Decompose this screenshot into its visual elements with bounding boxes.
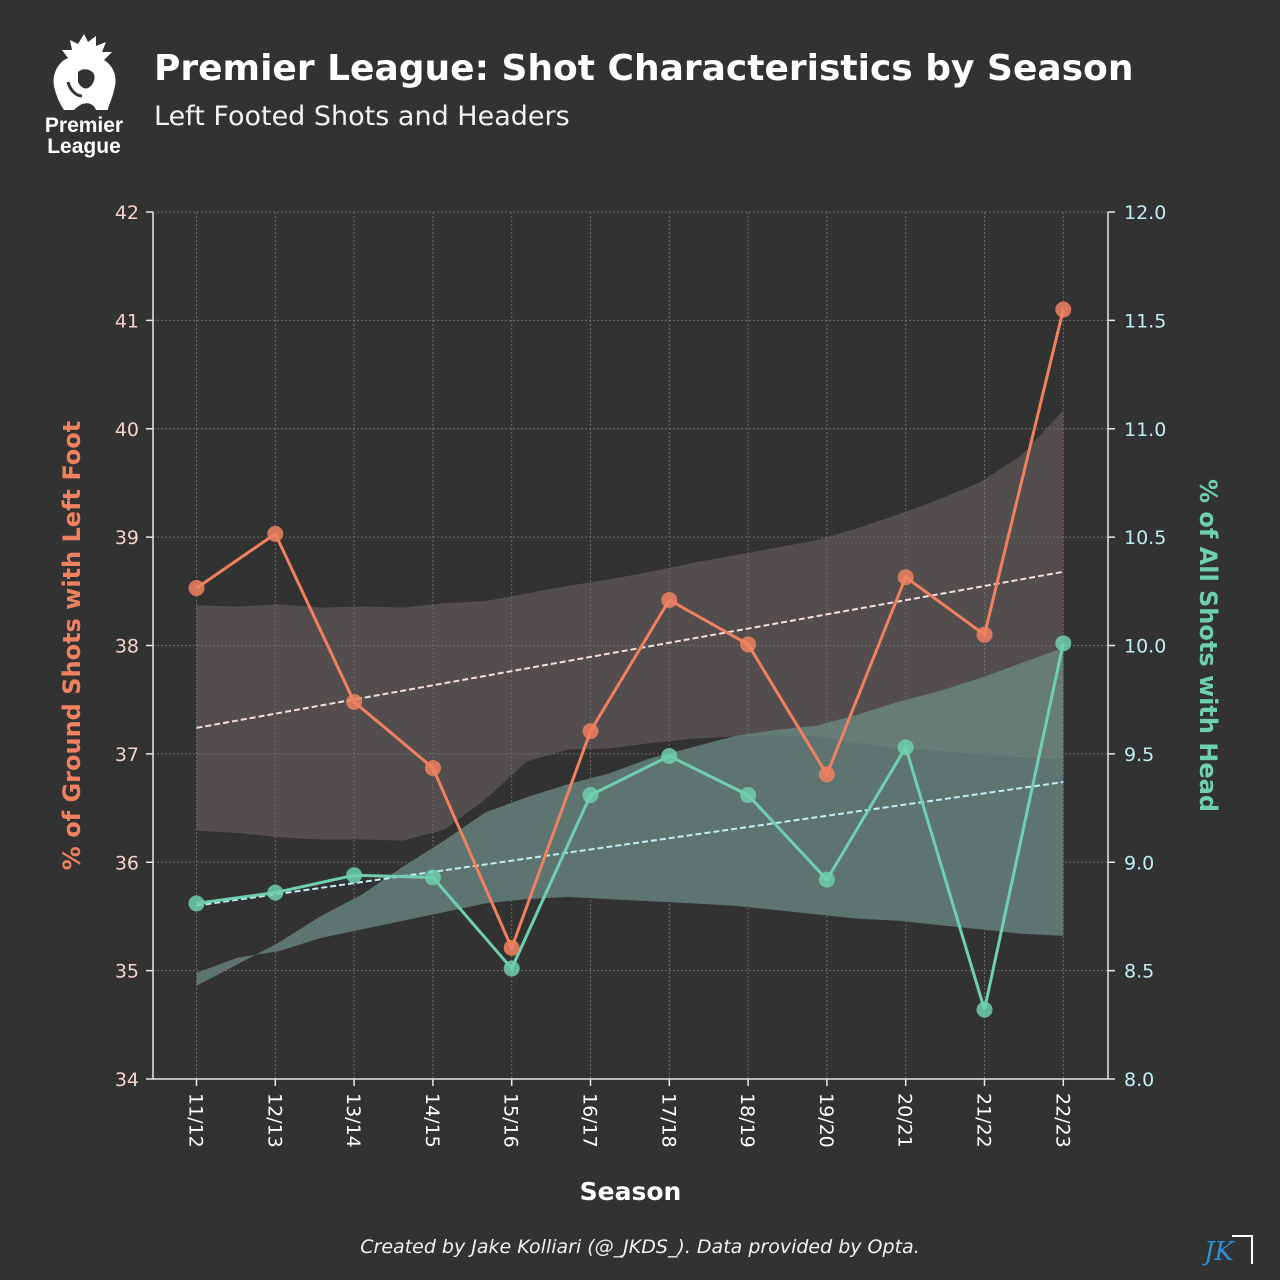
y-right-tick-label: 10.5: [1124, 527, 1166, 549]
credit-footer: Created by Jake Kolliari (@_JKDS_). Data…: [360, 1236, 920, 1258]
y-right-tick-label: 11.5: [1124, 310, 1166, 332]
y-right-tick-label: 8.5: [1124, 961, 1154, 983]
right-series-point: [1055, 635, 1072, 652]
right-trend-line: [196, 781, 1064, 907]
y-right-tick-label: 9.0: [1124, 852, 1154, 874]
grid: [153, 211, 1108, 1080]
x-tick-label: 18/19: [736, 1093, 758, 1148]
y-right-tick-label: 8.0: [1124, 1069, 1154, 1091]
data-series: [188, 301, 1072, 1018]
chart-title: Premier League: Shot Characteristics by …: [154, 48, 1134, 89]
left-series-point: [582, 723, 599, 740]
x-tick-label: 15/16: [500, 1093, 522, 1148]
y-left-tick-label: 40: [115, 419, 139, 441]
x-tick-label: 19/20: [815, 1093, 837, 1148]
left-series-point: [897, 569, 914, 586]
right-series-point: [346, 867, 363, 884]
y-left-tick-label: 42: [115, 202, 139, 224]
left-trend-line: [196, 570, 1064, 729]
y-left-tick-label: 35: [115, 961, 139, 983]
x-tick-label: 12/13: [263, 1093, 285, 1148]
y-right-tick-label: 12.0: [1124, 202, 1166, 224]
right-series-point: [976, 1001, 993, 1018]
x-axis-label: Season: [580, 1177, 682, 1206]
left-series-point: [188, 580, 205, 597]
x-tick-label: 17/18: [657, 1093, 679, 1148]
left-series-point: [740, 636, 757, 653]
left-series-point: [818, 766, 835, 783]
y-right-tick-label: 9.5: [1124, 744, 1154, 766]
right-series-point: [424, 869, 441, 886]
left-series-point: [267, 525, 284, 542]
y-left-tick-label: 34: [115, 1069, 139, 1091]
left-series-point: [424, 759, 441, 776]
trend-lines: [196, 570, 1064, 907]
axes: 34 35 36 37 38 39 40 41 42 8.0 8.5 9.0 9.5 10.0 10.5 11…: [115, 202, 1167, 1148]
right-series-point: [503, 960, 520, 977]
y-right-tick-label: 11.0: [1124, 419, 1166, 441]
x-tick-label: 16/17: [579, 1093, 601, 1148]
x-tick-label: 14/15: [421, 1093, 443, 1148]
x-tick-label: 21/22: [973, 1093, 995, 1148]
y-left-tick-label: 38: [115, 636, 139, 658]
jk-mark-frame: [1232, 1235, 1253, 1264]
right-series-line: [196, 642, 1065, 1011]
logo-text-premier: Premier: [45, 114, 123, 137]
jk-logo-mark: JK: [1202, 1235, 1253, 1266]
y-axis-right-label: % of All Shots with Head: [1194, 479, 1222, 812]
y-left-tick-label: 41: [115, 310, 139, 332]
premier-league-logo: Premier League: [45, 34, 123, 158]
right-series-point: [582, 787, 599, 804]
left-series-line: [195, 309, 1065, 952]
right-series-point: [188, 895, 205, 912]
y-left-tick-label: 37: [115, 744, 139, 766]
jk-mark-text: JK: [1202, 1237, 1235, 1266]
right-series-point: [740, 787, 757, 804]
confidence-bands: [196, 410, 1064, 986]
y-left-tick-label: 39: [115, 527, 139, 549]
right-series-point: [818, 871, 835, 888]
left-series-point: [661, 591, 678, 608]
left-series-point: [503, 939, 520, 956]
y-left-tick-label: 36: [115, 852, 139, 874]
right-confidence-band: [196, 647, 1064, 986]
x-tick-label: 11/12: [185, 1093, 207, 1148]
y-right-tick-label: 10.0: [1124, 636, 1166, 658]
logo-text-league: League: [47, 135, 121, 158]
left-series-point: [976, 626, 993, 643]
x-tick-label: 13/14: [342, 1093, 364, 1148]
x-tick-label: 20/21: [894, 1093, 916, 1148]
left-series-point: [1055, 301, 1072, 318]
premier-league-lion-icon: [53, 34, 116, 110]
left-series-point: [346, 693, 363, 710]
x-tick-label: 22/23: [1051, 1093, 1073, 1148]
y-axis-left-label: % of Ground Shots with Left Foot: [58, 421, 86, 870]
right-series-point: [267, 884, 284, 901]
chart-subtitle: Left Footed Shots and Headers: [154, 101, 570, 132]
right-series-point: [661, 748, 678, 765]
axis-labels: Season % of Ground Shots with Left Foot …: [58, 421, 1222, 1206]
right-series-point: [897, 739, 914, 756]
